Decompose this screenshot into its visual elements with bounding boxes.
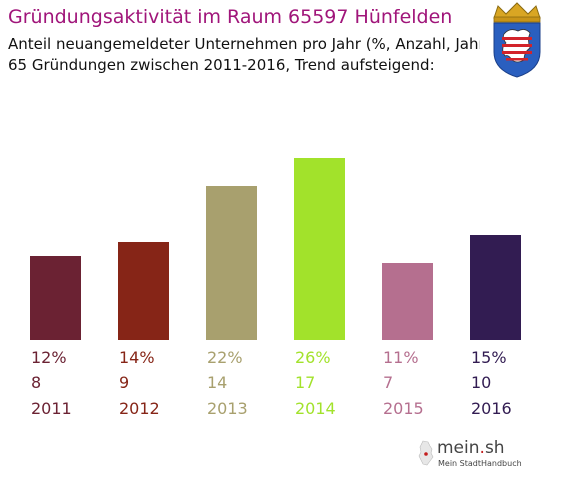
hessen-coat-of-arms-icon bbox=[480, 0, 554, 80]
chart-subtitle-1: Anteil neuangemeldeter Unternehmen pro J… bbox=[8, 35, 491, 53]
year-label-2011: 2011 bbox=[31, 399, 72, 418]
percent-label-2011: 12% bbox=[31, 348, 67, 367]
year-label-2015: 2015 bbox=[383, 399, 424, 418]
bar-2016 bbox=[470, 235, 521, 340]
logo-name-tld: sh bbox=[484, 438, 505, 458]
chart-subtitle-2: 65 Gründungen zwischen 2011-2016, Trend … bbox=[8, 56, 435, 74]
logo-name-dot: . bbox=[479, 438, 485, 458]
bar-2015 bbox=[382, 263, 433, 340]
count-label-2014: 17 bbox=[295, 373, 315, 392]
bar-2014 bbox=[294, 158, 345, 340]
chart-title: Gründungsaktivität im Raum 65597 Hünfeld… bbox=[8, 6, 453, 28]
count-label-2012: 9 bbox=[119, 373, 129, 392]
percent-label-2013: 22% bbox=[207, 348, 243, 367]
percent-label-2015: 11% bbox=[383, 348, 419, 367]
germany-map-icon bbox=[418, 440, 434, 466]
percent-label-2014: 26% bbox=[295, 348, 331, 367]
count-label-2011: 8 bbox=[31, 373, 41, 392]
count-label-2016: 10 bbox=[471, 373, 491, 392]
logo-name-main: mein bbox=[437, 438, 480, 458]
bar-2011 bbox=[30, 256, 81, 340]
logo-tagline: Mein StadtHandbuch bbox=[438, 459, 522, 468]
percent-label-2016: 15% bbox=[471, 348, 507, 367]
year-label-2013: 2013 bbox=[207, 399, 248, 418]
count-label-2013: 14 bbox=[207, 373, 227, 392]
bar-2013 bbox=[206, 186, 257, 340]
bar-2012 bbox=[118, 242, 169, 340]
count-label-2015: 7 bbox=[383, 373, 393, 392]
year-label-2012: 2012 bbox=[119, 399, 160, 418]
percent-label-2012: 14% bbox=[119, 348, 155, 367]
year-label-2016: 2016 bbox=[471, 399, 512, 418]
year-label-2014: 2014 bbox=[295, 399, 336, 418]
logo-text: mein.sh bbox=[437, 438, 505, 458]
